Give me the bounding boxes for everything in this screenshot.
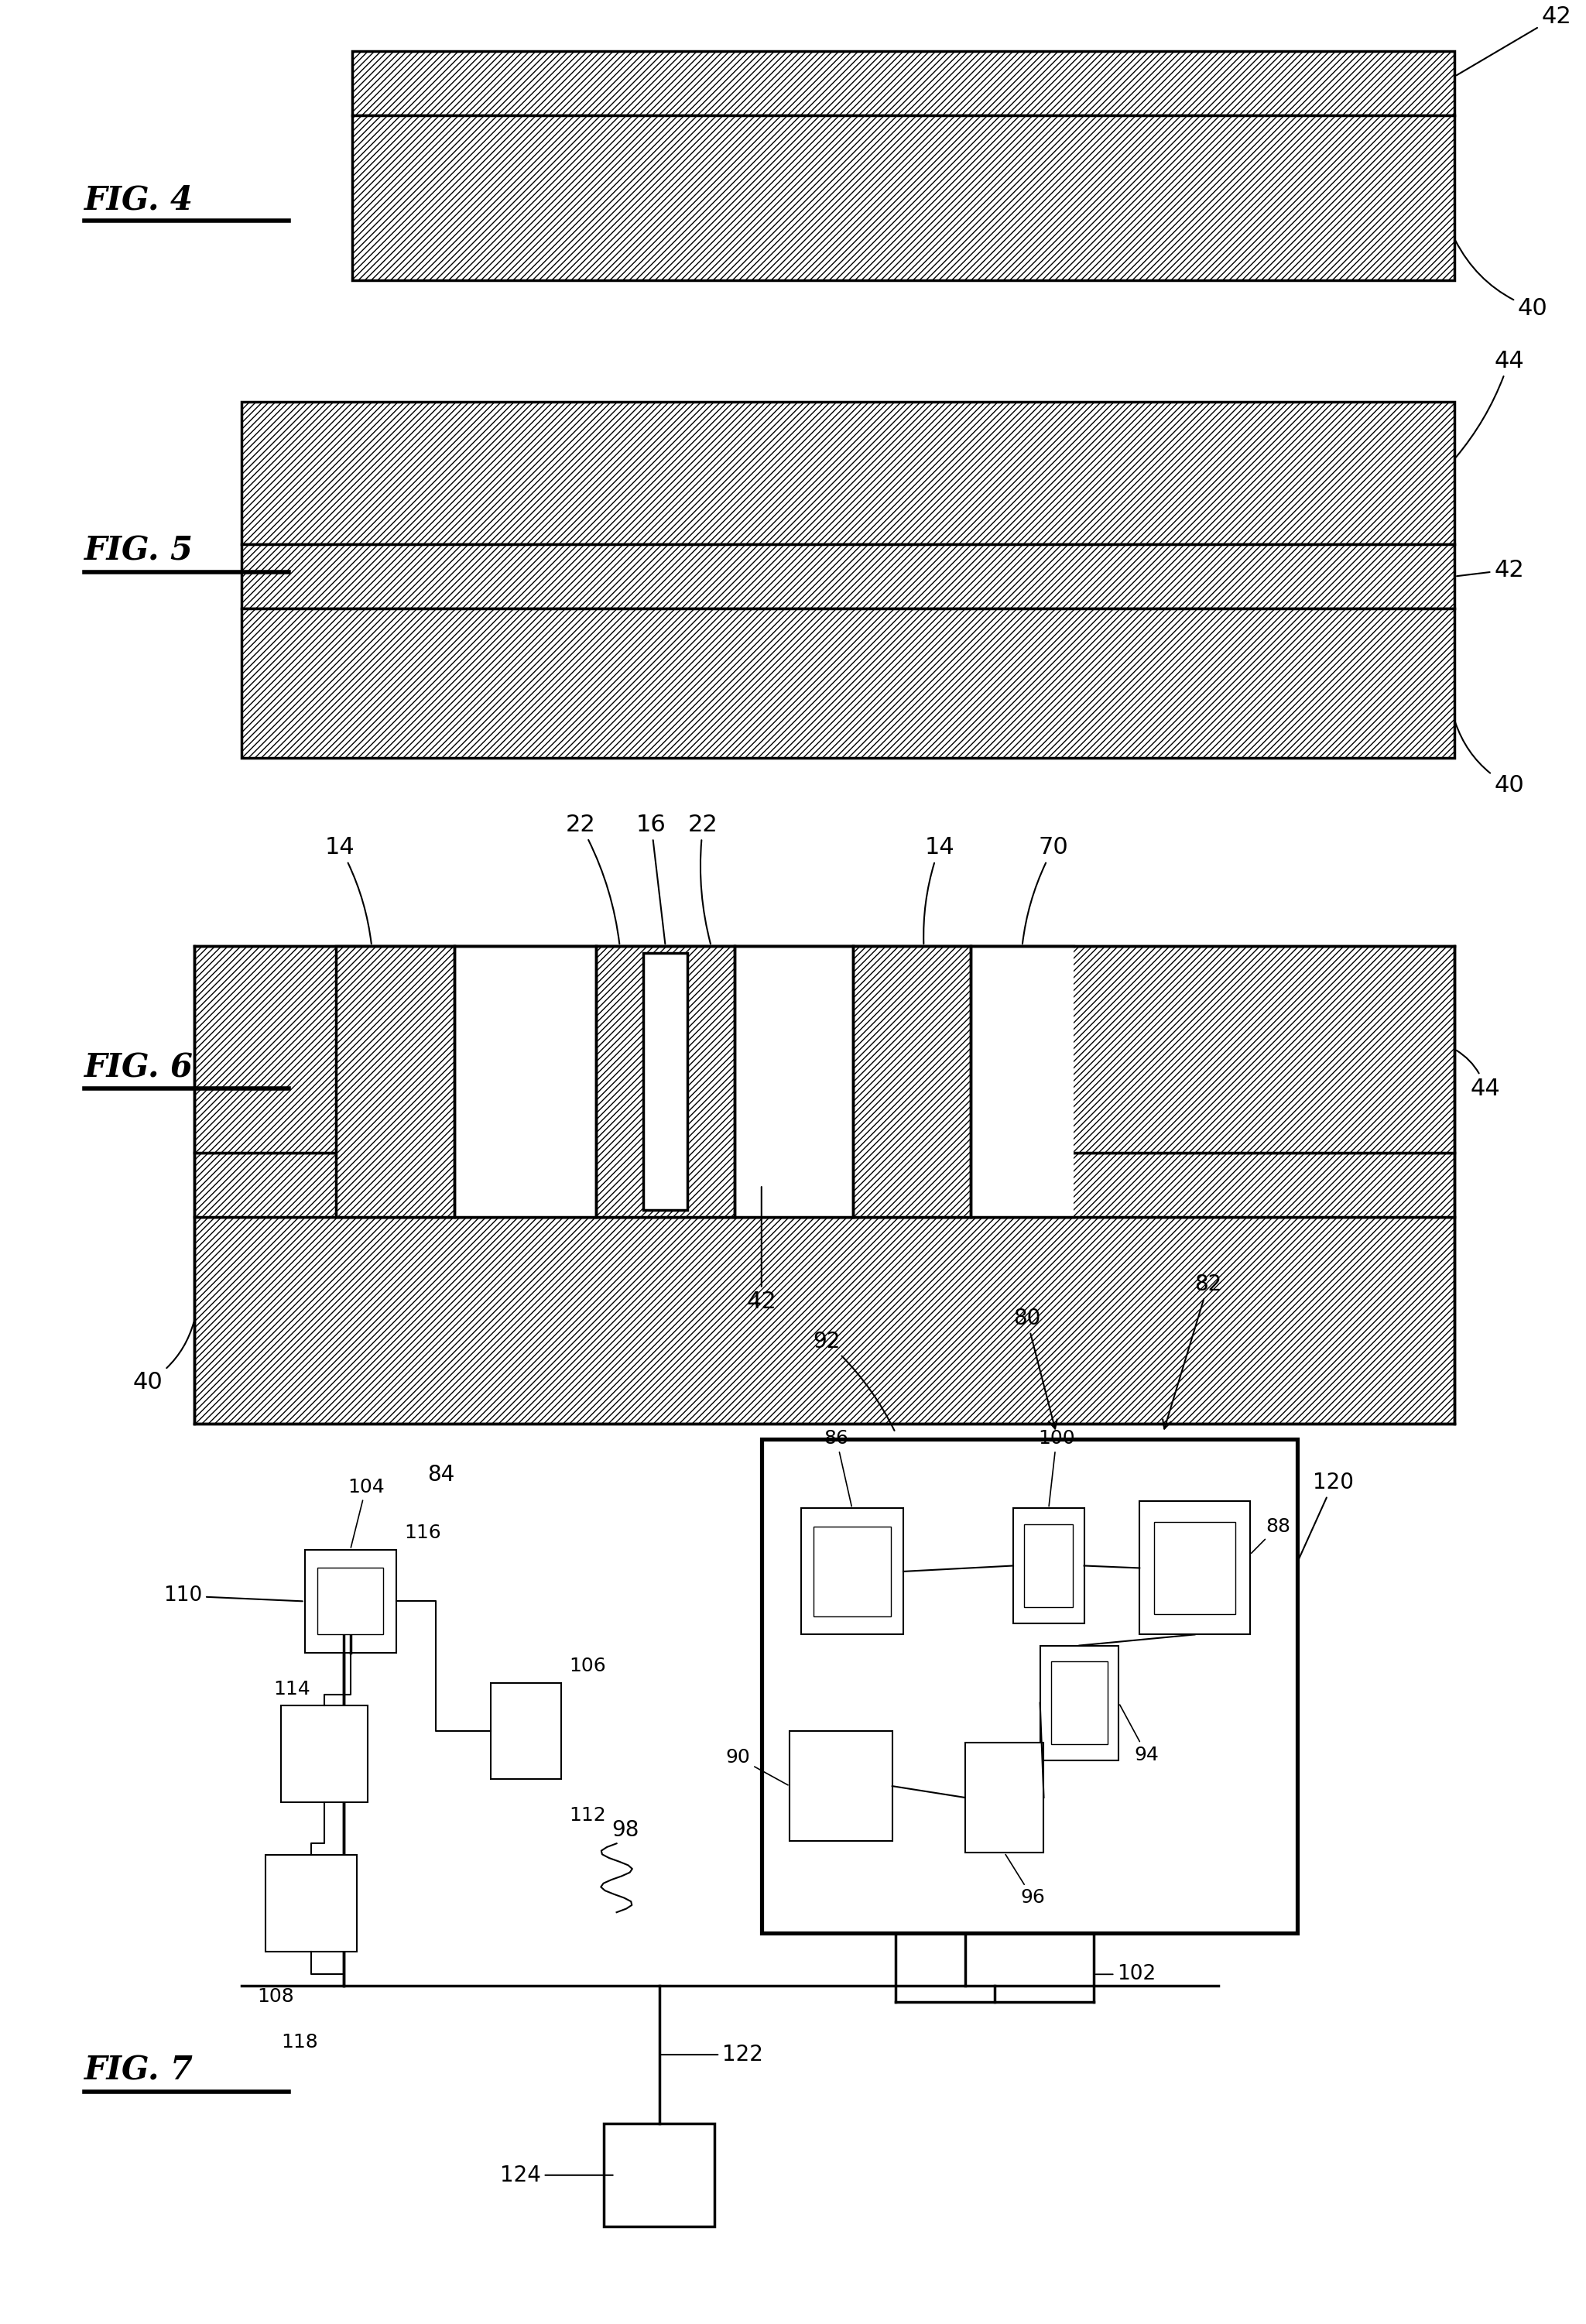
Bar [336, 946, 454, 1218]
Bar [195, 1218, 1454, 1422]
Bar [1040, 1645, 1118, 1759]
Bar [241, 402, 1454, 544]
Bar [265, 1855, 357, 1952]
Text: 114: 114 [273, 1680, 311, 1699]
Bar [490, 1683, 561, 1780]
Text: 88: 88 [1251, 1518, 1291, 1552]
Bar [790, 1731, 893, 1841]
Text: FIG. 4: FIG. 4 [84, 184, 193, 216]
Text: 70: 70 [1023, 837, 1069, 944]
Bar [761, 1439, 1297, 1934]
Bar [596, 946, 734, 1218]
Text: 120: 120 [1297, 1471, 1354, 1562]
Text: 100: 100 [1039, 1429, 1075, 1506]
Text: 124: 124 [500, 2164, 612, 2187]
Text: 96: 96 [1006, 1855, 1045, 1908]
Bar [195, 946, 1454, 1153]
Bar [734, 946, 853, 1218]
Text: 80: 80 [1013, 1308, 1058, 1429]
Text: 14: 14 [325, 837, 371, 944]
Text: 104: 104 [347, 1478, 384, 1548]
Text: 40: 40 [1456, 723, 1524, 797]
Text: 16: 16 [636, 813, 666, 944]
Bar [644, 953, 687, 1211]
Bar [305, 1550, 396, 1652]
Text: FIG. 7: FIG. 7 [84, 2054, 193, 2087]
Text: 42: 42 [747, 1188, 777, 1313]
Text: 98: 98 [612, 1820, 639, 1841]
Text: 82: 82 [1163, 1274, 1221, 1429]
Text: 40: 40 [1456, 242, 1548, 318]
Bar [241, 609, 1454, 758]
Text: 42: 42 [1456, 5, 1572, 74]
Text: 84: 84 [428, 1464, 455, 1485]
Text: 122: 122 [661, 2043, 763, 2066]
Bar [971, 946, 1074, 1218]
Text: 112: 112 [569, 1806, 606, 1824]
Text: 44: 44 [1456, 1050, 1500, 1099]
Text: 22: 22 [688, 813, 718, 944]
Bar [454, 946, 596, 1218]
Text: 118: 118 [281, 2034, 319, 2052]
Bar [352, 114, 1454, 281]
Text: 110: 110 [163, 1585, 303, 1606]
Text: 86: 86 [825, 1429, 852, 1506]
Text: 116: 116 [404, 1525, 441, 1543]
Bar [604, 2124, 714, 2226]
Bar [1013, 1508, 1085, 1622]
Text: 92: 92 [814, 1332, 895, 1432]
Text: 90: 90 [726, 1748, 788, 1785]
Bar [352, 51, 1454, 114]
Bar [814, 1527, 891, 1615]
Text: 22: 22 [565, 813, 620, 944]
Text: 108: 108 [257, 1987, 295, 2006]
Text: 40: 40 [133, 1322, 193, 1394]
Bar [1153, 1522, 1235, 1613]
Text: 42: 42 [1456, 558, 1524, 581]
Text: FIG. 5: FIG. 5 [84, 535, 193, 567]
Bar [1052, 1662, 1107, 1745]
Bar [801, 1508, 904, 1634]
Bar [281, 1706, 368, 1801]
Bar [317, 1569, 384, 1634]
Bar [195, 1153, 1454, 1218]
Text: 44: 44 [1456, 349, 1524, 458]
Bar [1140, 1501, 1250, 1634]
Bar [1025, 1525, 1074, 1606]
Bar [241, 544, 1454, 609]
Text: 94: 94 [1120, 1706, 1159, 1764]
Text: 106: 106 [569, 1657, 606, 1676]
Text: 14: 14 [923, 837, 955, 944]
Bar [964, 1743, 1044, 1852]
Text: FIG. 6: FIG. 6 [84, 1050, 193, 1083]
Bar [853, 946, 971, 1218]
Text: 102: 102 [1096, 1964, 1156, 1985]
